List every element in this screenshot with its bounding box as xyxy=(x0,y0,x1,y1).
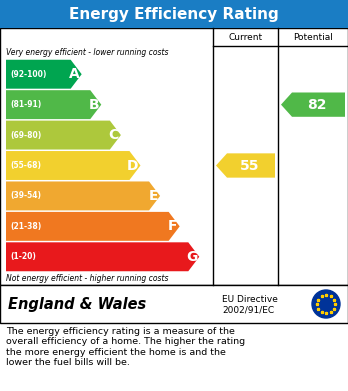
Text: EU Directive: EU Directive xyxy=(222,294,278,303)
Text: (39-54): (39-54) xyxy=(10,192,41,201)
Text: England & Wales: England & Wales xyxy=(8,296,146,312)
Polygon shape xyxy=(216,153,275,178)
Text: Very energy efficient - lower running costs: Very energy efficient - lower running co… xyxy=(6,48,168,57)
Bar xyxy=(0,0,348,28)
Text: (1-20): (1-20) xyxy=(10,252,36,261)
Bar xyxy=(0,28,348,285)
Polygon shape xyxy=(6,120,121,149)
Text: G: G xyxy=(186,250,197,264)
Text: Potential: Potential xyxy=(293,32,333,41)
Text: D: D xyxy=(127,158,139,172)
Text: (81-91): (81-91) xyxy=(10,100,41,109)
Polygon shape xyxy=(281,93,345,117)
Polygon shape xyxy=(6,60,82,89)
Polygon shape xyxy=(6,151,141,180)
Text: Not energy efficient - higher running costs: Not energy efficient - higher running co… xyxy=(6,274,168,283)
Bar xyxy=(0,285,348,323)
Circle shape xyxy=(312,290,340,318)
Text: (55-68): (55-68) xyxy=(10,161,41,170)
Text: (21-38): (21-38) xyxy=(10,222,41,231)
Text: F: F xyxy=(168,219,178,233)
Text: (69-80): (69-80) xyxy=(10,131,41,140)
Polygon shape xyxy=(6,181,160,210)
Text: B: B xyxy=(89,98,99,112)
Text: 82: 82 xyxy=(307,98,327,112)
Text: C: C xyxy=(109,128,119,142)
Text: Energy Efficiency Rating: Energy Efficiency Rating xyxy=(69,7,279,22)
Text: The energy efficiency rating is a measure of the
overall efficiency of a home. T: The energy efficiency rating is a measur… xyxy=(6,327,245,367)
Text: 55: 55 xyxy=(240,158,259,172)
Polygon shape xyxy=(6,242,199,271)
Text: (92-100): (92-100) xyxy=(10,70,46,79)
Text: Current: Current xyxy=(228,32,262,41)
Text: A: A xyxy=(69,67,80,81)
Polygon shape xyxy=(6,90,101,119)
Text: E: E xyxy=(149,189,158,203)
Polygon shape xyxy=(6,212,180,241)
Text: 2002/91/EC: 2002/91/EC xyxy=(222,305,274,314)
